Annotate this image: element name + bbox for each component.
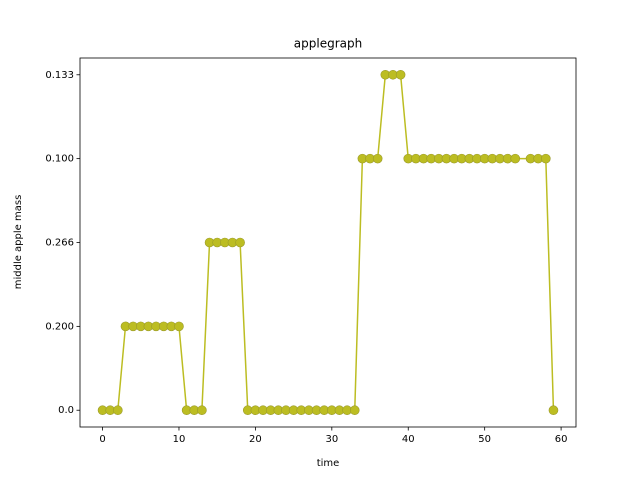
x-tick-label: 30 (325, 434, 338, 445)
y-tick-label: 0.100 (45, 154, 74, 165)
x-tick-label: 20 (249, 434, 262, 445)
x-axis-label: time (317, 458, 340, 469)
data-point (197, 405, 207, 416)
y-tick-label: 0.133 (45, 70, 74, 81)
x-tick-label: 50 (478, 434, 491, 445)
x-tick-label: 60 (555, 434, 568, 445)
chart-title: applegraph (294, 37, 362, 51)
data-point (372, 153, 383, 164)
data-point (174, 321, 184, 332)
data-point (548, 405, 559, 416)
x-tick-label: 0 (99, 434, 105, 445)
data-point (113, 405, 123, 416)
data-point (395, 69, 406, 80)
y-tick-label: 0.0 (58, 405, 74, 416)
data-point (235, 237, 245, 248)
x-tick-label: 40 (402, 434, 415, 445)
y-axis-label: middle apple mass (13, 195, 24, 290)
data-point (541, 153, 551, 164)
data-point (349, 405, 360, 416)
y-tick-label: 0.200 (45, 321, 74, 332)
y-tick-label: 0.266 (45, 238, 74, 249)
data-point (510, 153, 521, 164)
plot-frame (79, 57, 577, 428)
x-tick-label: 10 (173, 434, 186, 445)
